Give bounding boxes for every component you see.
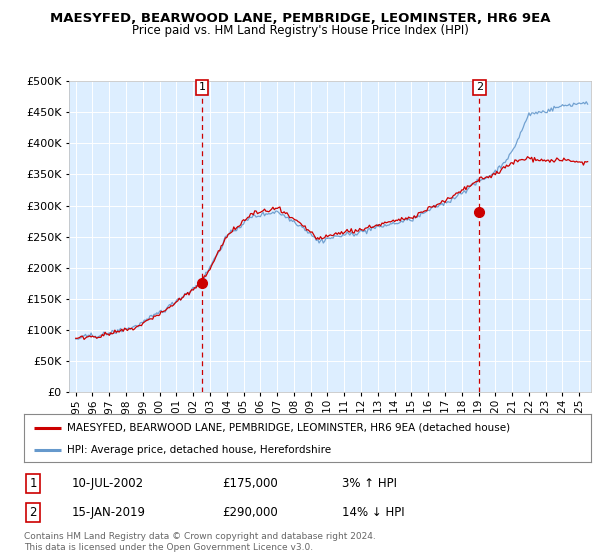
Text: MAESYFED, BEARWOOD LANE, PEMBRIDGE, LEOMINSTER, HR6 9EA (detached house): MAESYFED, BEARWOOD LANE, PEMBRIDGE, LEOM… <box>67 423 509 433</box>
Text: £290,000: £290,000 <box>222 506 278 519</box>
Text: MAESYFED, BEARWOOD LANE, PEMBRIDGE, LEOMINSTER, HR6 9EA: MAESYFED, BEARWOOD LANE, PEMBRIDGE, LEOM… <box>50 12 550 25</box>
Text: 2: 2 <box>476 82 483 92</box>
Text: 10-JUL-2002: 10-JUL-2002 <box>72 477 144 490</box>
Text: 1: 1 <box>29 477 37 490</box>
Text: £175,000: £175,000 <box>222 477 278 490</box>
Text: This data is licensed under the Open Government Licence v3.0.: This data is licensed under the Open Gov… <box>24 543 313 552</box>
Text: 14% ↓ HPI: 14% ↓ HPI <box>342 506 404 519</box>
Text: HPI: Average price, detached house, Herefordshire: HPI: Average price, detached house, Here… <box>67 445 331 455</box>
Text: 2: 2 <box>29 506 37 519</box>
Text: 3% ↑ HPI: 3% ↑ HPI <box>342 477 397 490</box>
Text: 15-JAN-2019: 15-JAN-2019 <box>72 506 146 519</box>
Text: Price paid vs. HM Land Registry's House Price Index (HPI): Price paid vs. HM Land Registry's House … <box>131 24 469 36</box>
Text: 1: 1 <box>199 82 206 92</box>
Text: Contains HM Land Registry data © Crown copyright and database right 2024.: Contains HM Land Registry data © Crown c… <box>24 532 376 541</box>
